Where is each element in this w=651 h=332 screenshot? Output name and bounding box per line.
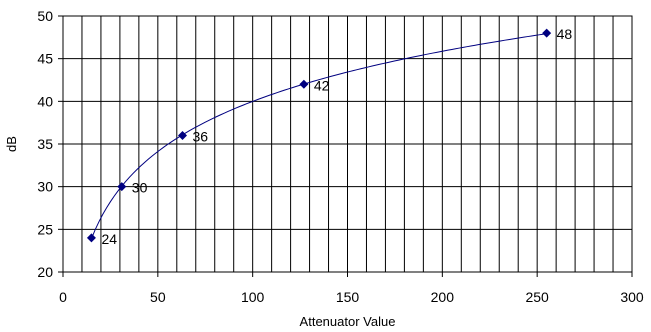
data-point-marker <box>86 233 96 243</box>
x-tick-label: 50 <box>150 289 166 305</box>
y-tick-label: 40 <box>37 93 53 109</box>
x-tick-label: 150 <box>336 289 360 305</box>
data-label: 30 <box>132 180 148 196</box>
data-label: 24 <box>101 231 117 247</box>
x-tick-label: 0 <box>59 289 67 305</box>
y-tick-label: 35 <box>37 136 53 152</box>
y-axis-title: dB <box>4 136 19 152</box>
data-label: 42 <box>314 77 330 93</box>
data-point-marker <box>299 79 309 89</box>
data-labels: 24 30 36 42 48 <box>101 26 572 247</box>
data-label: 48 <box>557 26 573 42</box>
y-tick-label: 45 <box>37 51 53 67</box>
x-axis-ticks: 0 50 100 150 200 250 300 <box>59 272 644 305</box>
data-point-marker <box>177 130 187 140</box>
x-tick-label: 250 <box>525 289 549 305</box>
y-tick-label: 20 <box>37 264 53 280</box>
data-point-marker <box>117 182 127 192</box>
y-tick-label: 30 <box>37 179 53 195</box>
x-tick-label: 300 <box>620 289 644 305</box>
y-axis-ticks: 20 25 30 35 40 45 50 <box>37 8 63 280</box>
y-tick-label: 50 <box>37 8 53 24</box>
data-point-marker <box>542 28 552 38</box>
x-axis-title: Attenuator Value <box>300 314 396 329</box>
x-tick-label: 100 <box>241 289 265 305</box>
y-tick-label: 25 <box>37 221 53 237</box>
trend-curve <box>90 33 547 239</box>
data-points <box>86 28 552 243</box>
x-tick-label: 200 <box>431 289 455 305</box>
gridlines <box>63 16 632 272</box>
data-label: 36 <box>192 128 208 144</box>
